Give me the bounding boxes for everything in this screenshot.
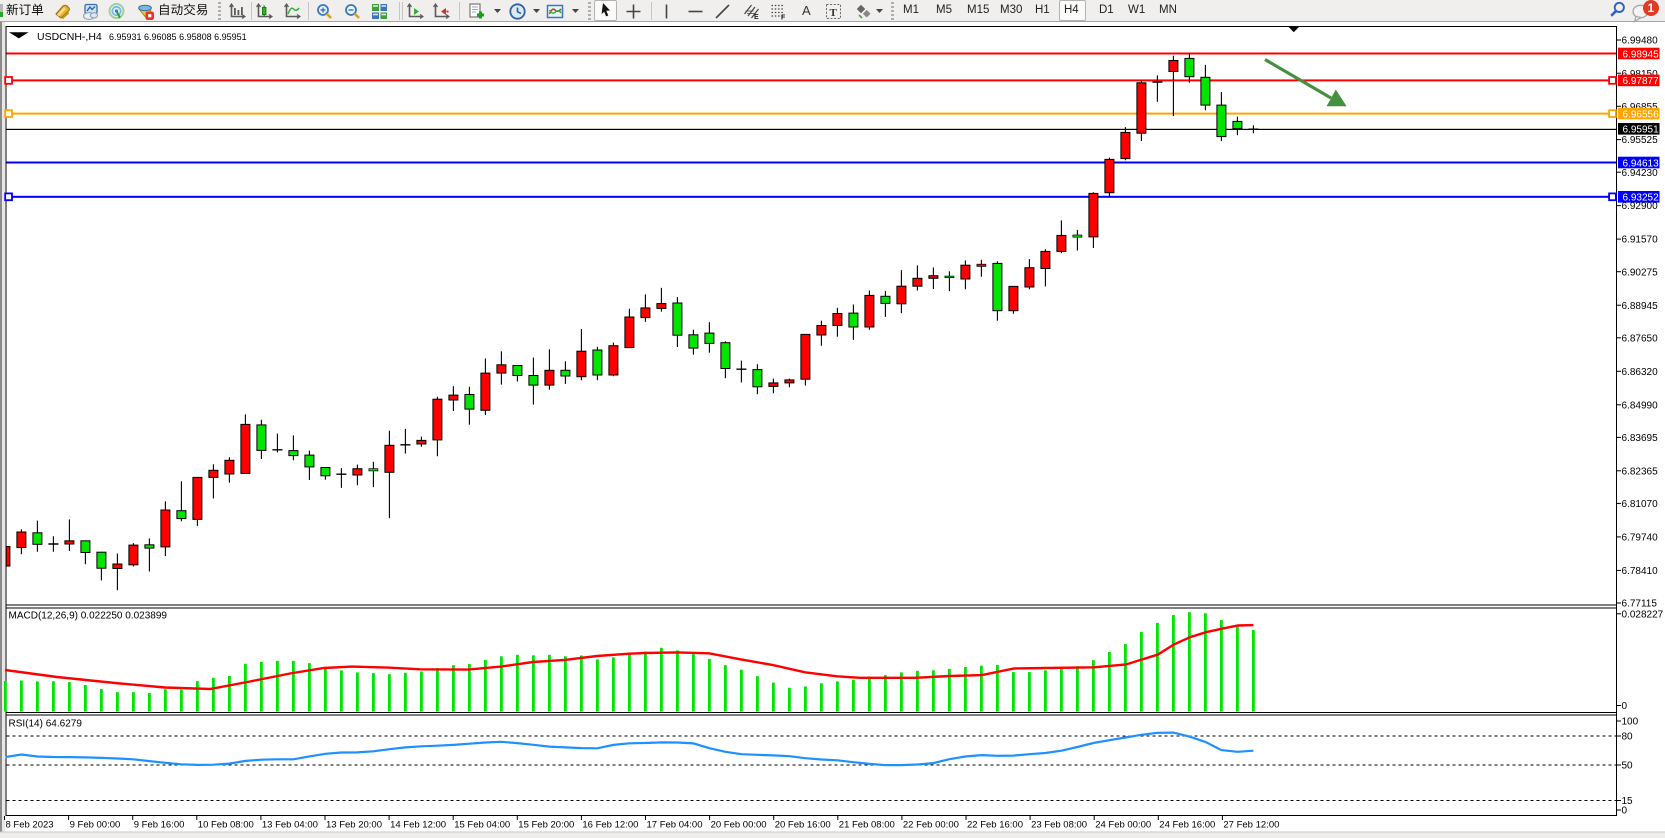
- svg-text:6.95525: 6.95525: [1622, 135, 1659, 146]
- svg-text:21 Feb 08:00: 21 Feb 08:00: [839, 820, 895, 831]
- svg-text:6.98150: 6.98150: [1622, 69, 1659, 80]
- svg-text:6.81070: 6.81070: [1622, 499, 1659, 510]
- svg-text:13 Feb 04:00: 13 Feb 04:00: [262, 820, 318, 831]
- svg-text:6.88945: 6.88945: [1622, 301, 1659, 312]
- svg-text:6.95931 6.96085 6.95808 6.9595: 6.95931 6.96085 6.95808 6.95951: [109, 32, 247, 42]
- svg-text:6.99480: 6.99480: [1622, 36, 1659, 47]
- svg-text:16 Feb 12:00: 16 Feb 12:00: [582, 820, 638, 831]
- svg-text:14 Feb 12:00: 14 Feb 12:00: [390, 820, 446, 831]
- svg-text:6.92900: 6.92900: [1622, 201, 1659, 212]
- svg-text:0: 0: [1622, 701, 1628, 712]
- svg-text:6.96556: 6.96556: [1623, 109, 1660, 120]
- svg-text:6.96855: 6.96855: [1622, 102, 1659, 113]
- svg-text:E: E: [754, 14, 759, 20]
- svg-text:10 Feb 08:00: 10 Feb 08:00: [198, 820, 254, 831]
- svg-text:0: 0: [1622, 806, 1628, 817]
- svg-text:6.91570: 6.91570: [1622, 235, 1659, 246]
- svg-text:15 Feb 04:00: 15 Feb 04:00: [454, 820, 510, 831]
- svg-text:6.95951: 6.95951: [1623, 125, 1660, 136]
- svg-text:24 Feb 16:00: 24 Feb 16:00: [1159, 820, 1215, 831]
- svg-text:22 Feb 00:00: 22 Feb 00:00: [903, 820, 959, 831]
- svg-text:6.86320: 6.86320: [1622, 367, 1659, 378]
- svg-text:20 Feb 00:00: 20 Feb 00:00: [711, 820, 767, 831]
- svg-text:6.94230: 6.94230: [1622, 168, 1659, 179]
- svg-text:80: 80: [1622, 732, 1634, 743]
- svg-text:6.84990: 6.84990: [1622, 400, 1659, 411]
- svg-text:6.78410: 6.78410: [1622, 566, 1659, 577]
- svg-text:8 Feb 2023: 8 Feb 2023: [6, 820, 54, 831]
- svg-text:6.79740: 6.79740: [1622, 533, 1659, 544]
- svg-text:6.90275: 6.90275: [1622, 267, 1659, 278]
- svg-text:0.028227: 0.028227: [1622, 609, 1664, 620]
- svg-text:T: T: [830, 7, 838, 19]
- svg-text:13 Feb 20:00: 13 Feb 20:00: [326, 820, 382, 831]
- svg-text:6.77115: 6.77115: [1622, 599, 1658, 610]
- svg-text:MACD(12,26,9) 0.022250 0.02389: MACD(12,26,9) 0.022250 0.023899: [9, 611, 168, 622]
- svg-text:6.98945: 6.98945: [1623, 49, 1660, 60]
- svg-text:6.87650: 6.87650: [1622, 333, 1659, 344]
- svg-text:22 Feb 16:00: 22 Feb 16:00: [967, 820, 1023, 831]
- svg-text:100: 100: [1622, 717, 1639, 728]
- svg-text:15 Feb 20:00: 15 Feb 20:00: [518, 820, 574, 831]
- svg-text:24 Feb 00:00: 24 Feb 00:00: [1095, 820, 1151, 831]
- svg-text:F: F: [781, 14, 786, 20]
- svg-text:6.82365: 6.82365: [1622, 466, 1659, 477]
- svg-text:20 Feb 16:00: 20 Feb 16:00: [775, 820, 831, 831]
- svg-text:50: 50: [1622, 761, 1634, 772]
- svg-text:17 Feb 04:00: 17 Feb 04:00: [647, 820, 703, 831]
- svg-text:15: 15: [1622, 796, 1634, 807]
- svg-text:6.83695: 6.83695: [1622, 433, 1659, 444]
- svg-text:6.93252: 6.93252: [1623, 193, 1660, 204]
- svg-text:23 Feb 08:00: 23 Feb 08:00: [1031, 820, 1087, 831]
- svg-text:USDCNH-,H4: USDCNH-,H4: [37, 31, 102, 43]
- svg-text:6.94613: 6.94613: [1623, 158, 1660, 169]
- svg-text:9 Feb 00:00: 9 Feb 00:00: [70, 820, 121, 831]
- svg-text:6.97877: 6.97877: [1623, 76, 1660, 87]
- svg-text:27 Feb 12:00: 27 Feb 12:00: [1223, 820, 1279, 831]
- svg-text:9 Feb 16:00: 9 Feb 16:00: [134, 820, 185, 831]
- svg-text:RSI(14) 64.6279: RSI(14) 64.6279: [9, 719, 83, 730]
